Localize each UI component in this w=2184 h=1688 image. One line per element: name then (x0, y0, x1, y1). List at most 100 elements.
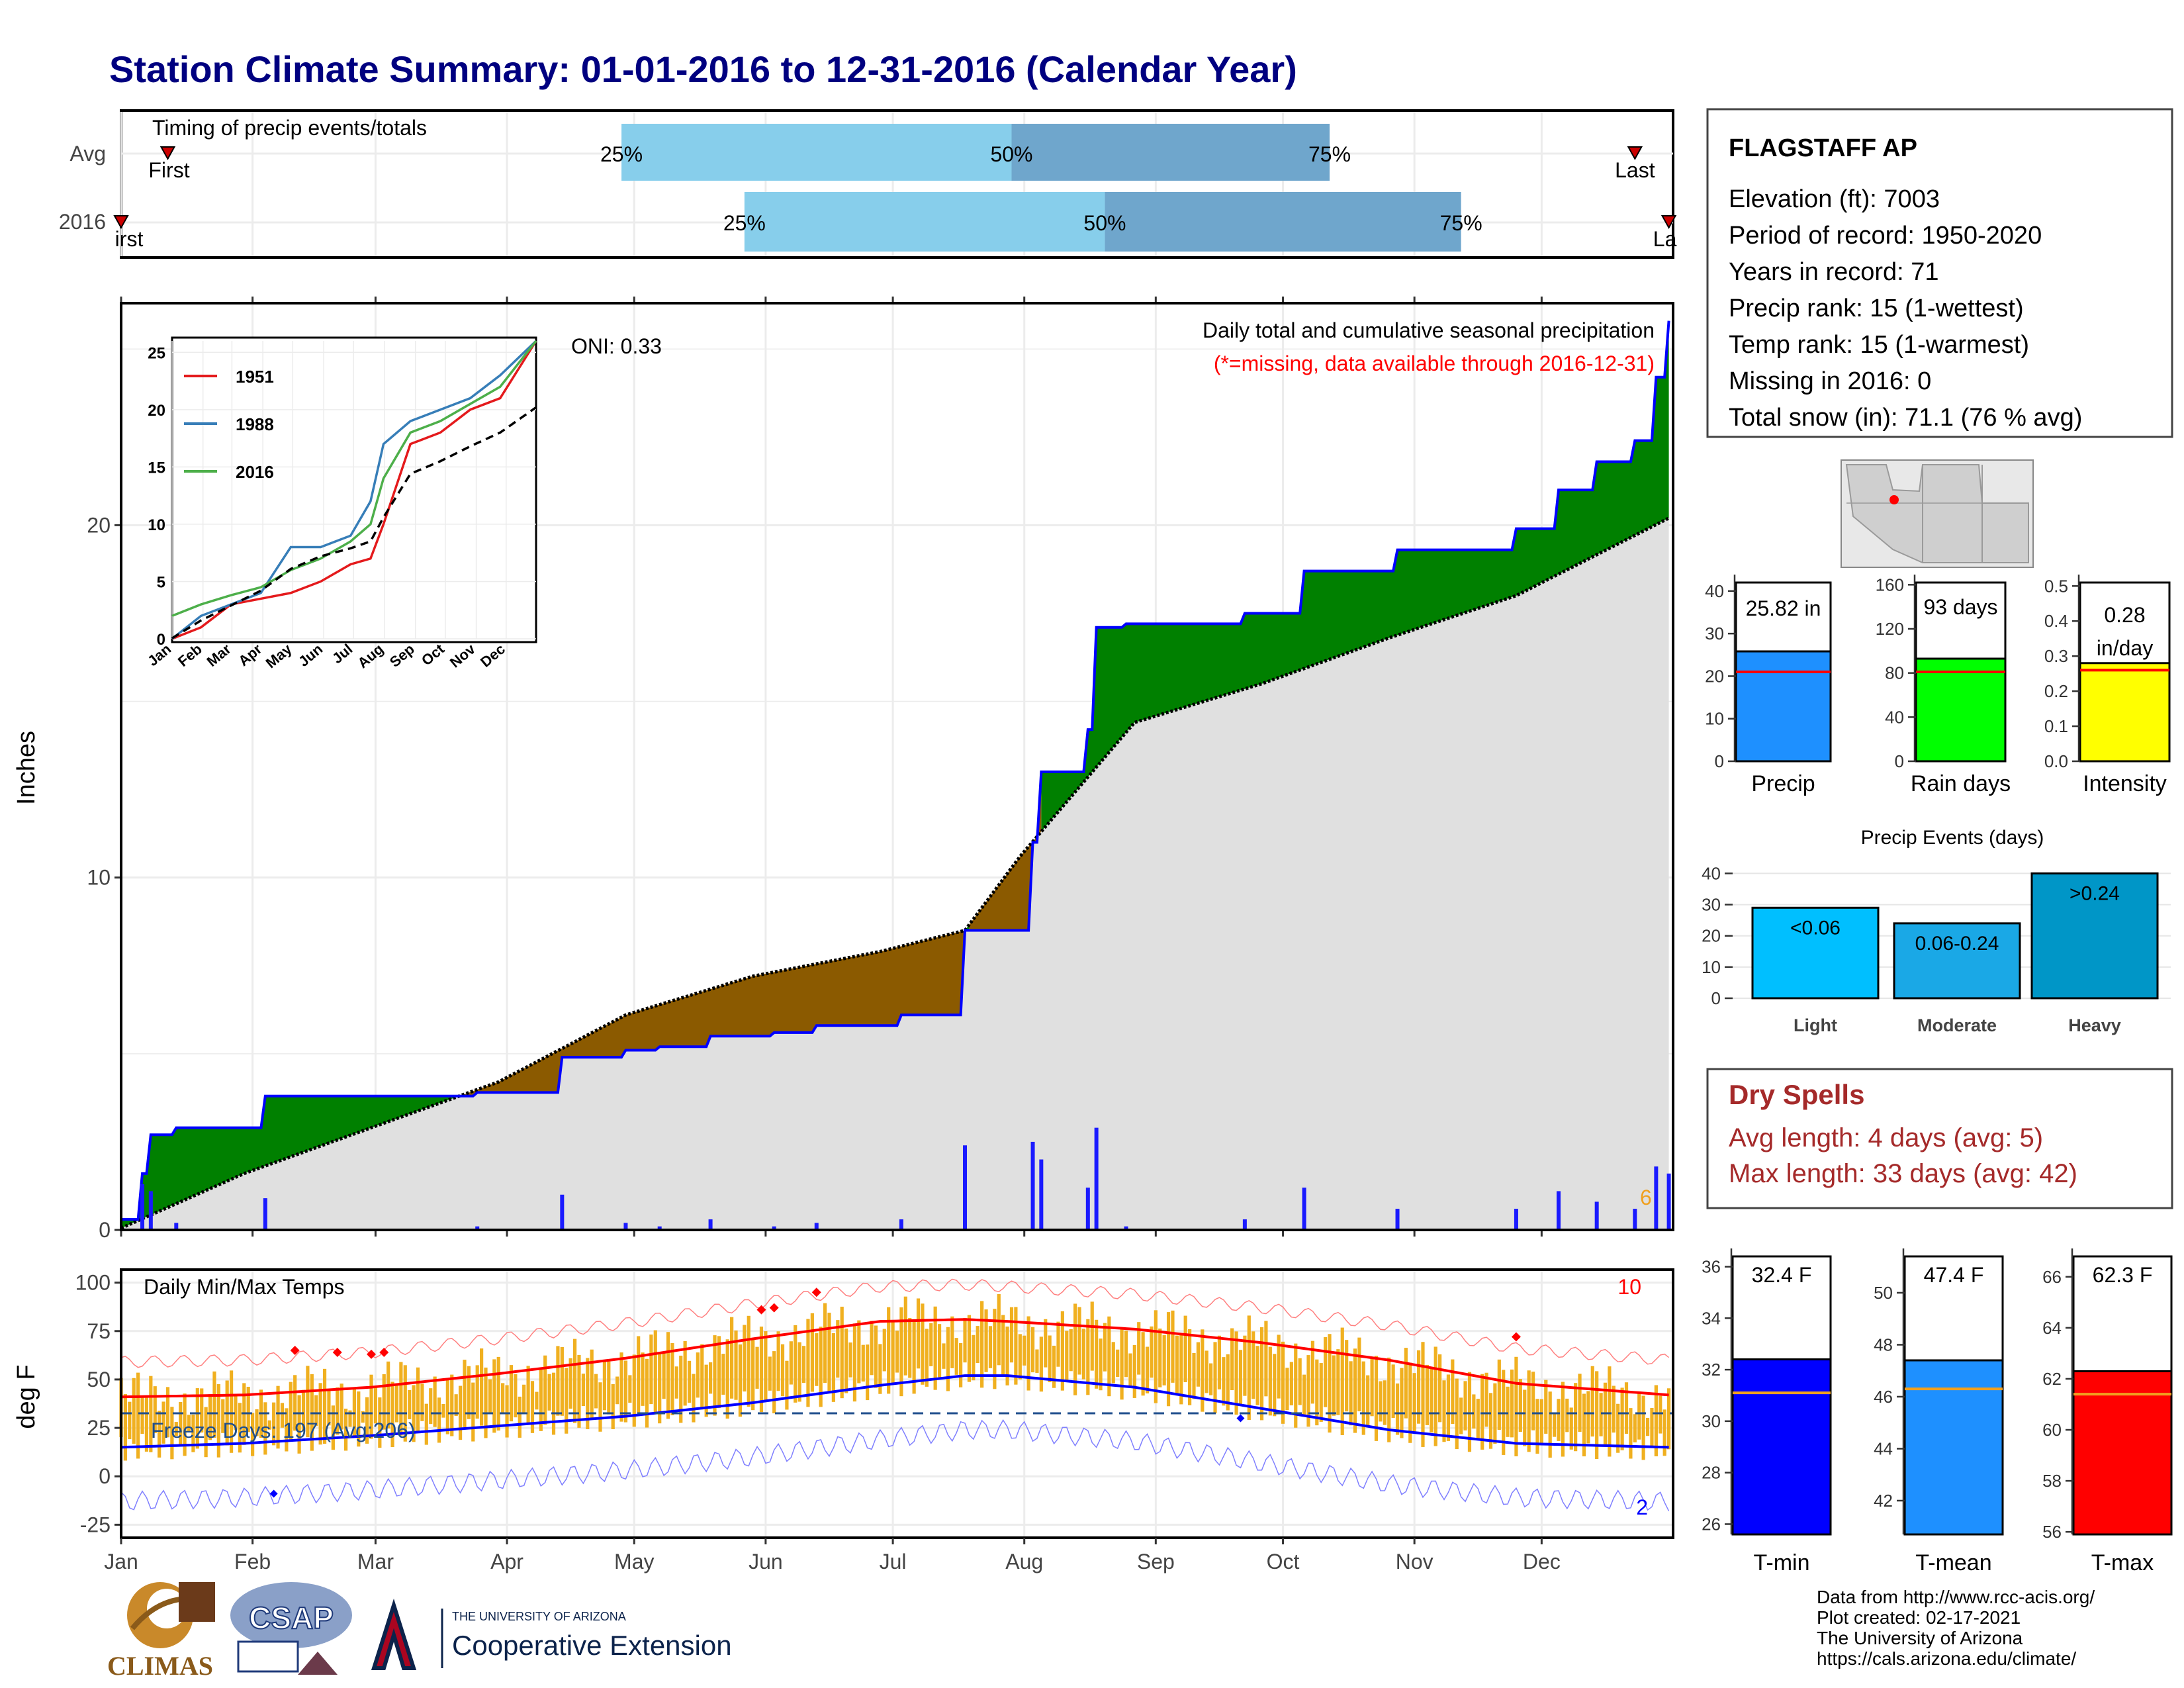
station-name: FLAGSTAFF AP (1729, 134, 1917, 162)
daily-precip-bar (1594, 1201, 1599, 1230)
temp-y-tick-label: 0 (99, 1464, 111, 1488)
daily-temp-bar (1277, 1335, 1281, 1399)
daily-temp-bar (980, 1301, 984, 1388)
daily-temp-bar (1557, 1399, 1561, 1441)
month-label: Feb (234, 1550, 271, 1573)
daily-temp-bar (301, 1389, 306, 1432)
bar-y-tick-label: 50 (1874, 1283, 1893, 1303)
daily-temp-bar (484, 1367, 488, 1438)
location-map (1841, 459, 2034, 568)
ua-extension-text: Cooperative Extension (452, 1630, 732, 1661)
daily-temp-bar (251, 1413, 255, 1456)
daily-temp-bar (433, 1376, 437, 1427)
precip-panel: 0 10 20 Inches Daily total and cumulative … (13, 297, 1674, 1242)
daily-temp-bar (1120, 1328, 1124, 1400)
daily-temp-bar (1561, 1382, 1565, 1457)
daily-temp-bar (1302, 1374, 1306, 1416)
daily-temp-bar (1340, 1327, 1344, 1436)
bar-y-tick-label: 0.3 (2044, 646, 2068, 666)
daily-temp-bar (1366, 1375, 1370, 1428)
bar-y-tick-label: 0.4 (2044, 611, 2068, 631)
daily-temp-bar (662, 1352, 666, 1399)
daily-temp-bar (255, 1409, 259, 1436)
daily-temp-bar (1056, 1321, 1060, 1367)
month-label: Aug (1005, 1550, 1043, 1573)
record-high-marker (367, 1349, 377, 1359)
month-label: May (614, 1550, 654, 1573)
last-event-label: La (1653, 227, 1677, 251)
daily-temp-bar (844, 1329, 848, 1393)
daily-temp-bar (908, 1317, 912, 1378)
daily-temp-bar (743, 1325, 747, 1392)
record-high-marker (756, 1305, 766, 1315)
daily-temp-bar (984, 1309, 988, 1372)
events-bar-label: >0.24 (2070, 882, 2120, 904)
daily-temp-bar (1539, 1399, 1543, 1445)
daily-temp-bar (963, 1317, 967, 1363)
daily-temp-bar (1370, 1356, 1374, 1417)
daily-temp-bar (937, 1324, 942, 1378)
daily-temp-bar (929, 1323, 933, 1366)
daily-temp-bar (1175, 1335, 1179, 1396)
daily-temp-bar (1641, 1395, 1645, 1460)
bar-name-label: T-mean (1915, 1550, 1991, 1575)
climas-logo-text: CLIMAS (107, 1651, 213, 1681)
daily-temp-bar (912, 1321, 916, 1394)
timing-bar-50-75 (1105, 192, 1461, 252)
first-event-marker (113, 215, 129, 230)
daily-temp-bar (967, 1315, 972, 1382)
daily-temp-bar (683, 1340, 687, 1406)
daily-temp-bar (1213, 1342, 1217, 1414)
daily-temp-bar (408, 1389, 412, 1419)
bar-name-label: T-max (2091, 1550, 2154, 1575)
bar-y-tick-label: 80 (1885, 663, 1904, 683)
daily-temp-bar (852, 1323, 857, 1402)
footer-line-2: Plot created: 02-17-2021 (1817, 1607, 2021, 1628)
bar-y-tick-label: 160 (1876, 575, 1904, 594)
timing-bar-50-75 (1011, 124, 1330, 181)
record-low-marker (269, 1489, 278, 1498)
bar-y-tick-label: 40 (1705, 581, 1724, 601)
bar-y-tick-label: 56 (2042, 1522, 2062, 1542)
daily-temp-bar (696, 1352, 700, 1398)
daily-temp-bar (1357, 1337, 1361, 1412)
daily-temp-bar (887, 1307, 891, 1394)
daily-temp-bar (149, 1376, 153, 1452)
bar-y-tick-label: 0.2 (2044, 681, 2068, 701)
daily-temp-bar (1069, 1329, 1073, 1372)
bar-y-tick-label: 64 (2042, 1318, 2062, 1338)
daily-temp-bar (1332, 1355, 1336, 1416)
daily-temp-bar (1599, 1393, 1603, 1436)
precip-panel-subtitle: (*=missing, data available through 2016-… (1214, 352, 1655, 375)
month-label: Dec (1523, 1550, 1561, 1573)
first-event-label: First (148, 158, 189, 182)
bar-y-tick-label: 32 (1702, 1360, 1721, 1380)
footer-line-4: https://cals.arizona.edu/climate/ (1817, 1648, 2076, 1669)
bar-y-tick-label: 20 (1705, 666, 1724, 686)
daily-temp-bar (348, 1410, 352, 1427)
daily-temp-bar (831, 1333, 835, 1402)
daily-temp-bar (1620, 1387, 1624, 1450)
daily-temp-bar (1145, 1346, 1150, 1393)
bar-y-tick-label: 48 (1874, 1335, 1893, 1354)
daily-temp-bar (336, 1387, 340, 1435)
daily-temp-bar (463, 1360, 467, 1427)
below-average-area (460, 771, 1042, 1096)
daily-temp-bar (1633, 1414, 1637, 1442)
average-low-line (120, 1374, 1669, 1449)
bar-y-tick-label: 28 (1702, 1463, 1721, 1483)
record-high-marker (811, 1288, 821, 1297)
daily-temp-bar (1446, 1374, 1451, 1441)
daily-temp-bar (768, 1356, 772, 1391)
station-info-line: Elevation (ft): 7003 (1729, 185, 1940, 213)
daily-temp-bar (314, 1395, 318, 1427)
daily-temp-bar (1060, 1311, 1064, 1391)
bar-name-label: Precip (1751, 771, 1815, 796)
daily-temp-bar (373, 1386, 378, 1424)
daily-temp-bar (1306, 1355, 1310, 1427)
daily-temp-bar (586, 1358, 590, 1430)
daily-temp-bar (899, 1307, 903, 1397)
daily-temp-bar (730, 1317, 734, 1399)
daily-temp-bar (1268, 1346, 1272, 1416)
daily-precip-bar (963, 1145, 968, 1230)
